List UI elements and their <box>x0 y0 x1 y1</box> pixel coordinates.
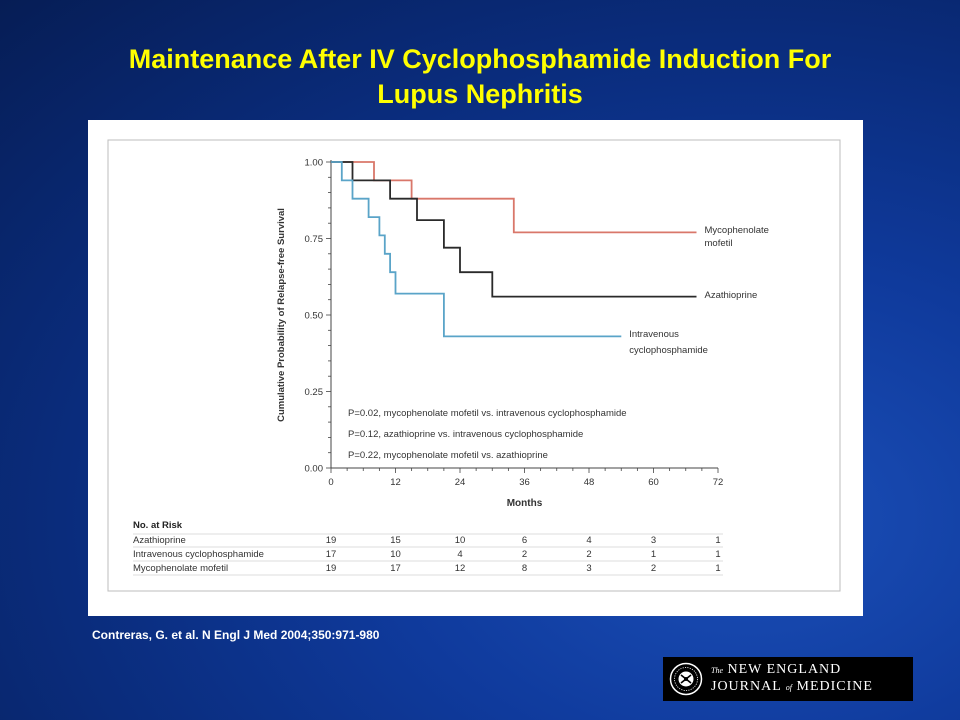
y-tick-label: 0.50 <box>305 311 324 322</box>
risk-row-value: 1 <box>715 549 720 560</box>
journal-seal-icon <box>669 662 703 696</box>
logo-of: of <box>785 683 792 692</box>
series-line <box>331 161 697 298</box>
risk-row-value: 19 <box>326 563 337 574</box>
risk-row-value: 17 <box>326 549 337 560</box>
journal-logo-text: The NEW ENGLAND JOURNAL of MEDICINE <box>711 662 873 696</box>
risk-row-label: Azathioprine <box>133 535 186 546</box>
figure-panel: 0.00 0.25 0.50 0.75 1.00 0 12 24 36 48 60 72 Months C… <box>88 120 863 616</box>
plot-frame <box>107 139 841 592</box>
risk-row-value: 3 <box>586 563 591 574</box>
slide-title: Maintenance After IV Cyclophosphamide In… <box>40 42 920 112</box>
series-label: mofetil <box>705 238 733 249</box>
p-value-annotation: P=0.02, mycophenolate mofetil vs. intrav… <box>348 408 627 419</box>
risk-row-value: 12 <box>455 563 466 574</box>
series-label: Intravenous <box>629 329 679 340</box>
y-axis-label: Cumulative Probability of Relapse-free S… <box>276 208 287 422</box>
series-line <box>331 161 622 338</box>
x-tick-label: 36 <box>519 477 530 488</box>
logo-the: The <box>711 666 723 675</box>
series-label: cyclophosphamide <box>629 345 708 356</box>
x-tick-label: 12 <box>390 477 401 488</box>
citation: Contreras, G. et al. N Engl J Med 2004;3… <box>92 628 380 642</box>
risk-row-value: 2 <box>651 563 656 574</box>
risk-row-value: 10 <box>455 535 466 546</box>
slide-title-line1: Maintenance After IV Cyclophosphamide In… <box>128 44 832 74</box>
risk-row-value: 1 <box>715 563 720 574</box>
risk-row-value: 15 <box>390 535 401 546</box>
risk-row-value: 2 <box>586 549 591 560</box>
risk-row-value: 8 <box>522 563 527 574</box>
risk-row-value: 3 <box>651 535 656 546</box>
x-tick-label: 60 <box>648 477 659 488</box>
series-label: Azathioprine <box>705 290 758 301</box>
series-label: Mycophenolate <box>705 225 769 236</box>
y-tick-label: 1.00 <box>305 158 324 169</box>
kaplan-meier-chart: 0.000.250.500.751.000 12 24 36 48 60 72MonthsC… <box>107 139 841 592</box>
risk-row-value: 4 <box>586 535 591 546</box>
x-tick-label: 48 <box>584 477 595 488</box>
risk-row-value: 10 <box>390 549 401 560</box>
x-tick-label: 0 <box>328 477 333 488</box>
x-axis-label: Months <box>507 498 543 509</box>
risk-row-value: 1 <box>715 535 720 546</box>
logo-journal: JOURNAL <box>711 679 782 694</box>
risk-row-value: 17 <box>390 563 401 574</box>
x-tick-label: 24 <box>455 477 466 488</box>
risk-row-label: Mycophenolate mofetil <box>133 563 228 574</box>
journal-logo: The NEW ENGLAND JOURNAL of MEDICINE <box>663 657 913 701</box>
risk-row-label: Intravenous cyclophosphamide <box>133 549 264 560</box>
y-tick-label: 0.00 <box>305 464 324 475</box>
y-tick-label: 0.25 <box>305 387 324 398</box>
risk-row-value: 1 <box>651 549 656 560</box>
risk-row-value: 4 <box>457 549 462 560</box>
logo-new-england: NEW ENGLAND <box>727 662 842 677</box>
risk-row-value: 19 <box>326 535 337 546</box>
slide-title-line2: Lupus Nephritis <box>377 79 583 109</box>
risk-row-value: 2 <box>522 549 527 560</box>
p-value-annotation: P=0.12, azathioprine vs. intravenous cyc… <box>348 429 583 440</box>
risk-row-value: 6 <box>522 535 527 546</box>
p-value-annotation: P=0.22, mycophenolate mofetil vs. azathi… <box>348 450 548 461</box>
series-line <box>331 161 697 234</box>
logo-medicine: MEDICINE <box>796 679 873 694</box>
x-tick-label: 72 <box>713 477 724 488</box>
y-tick-label: 0.75 <box>305 234 324 245</box>
risk-table-title: No. at Risk <box>133 520 183 531</box>
